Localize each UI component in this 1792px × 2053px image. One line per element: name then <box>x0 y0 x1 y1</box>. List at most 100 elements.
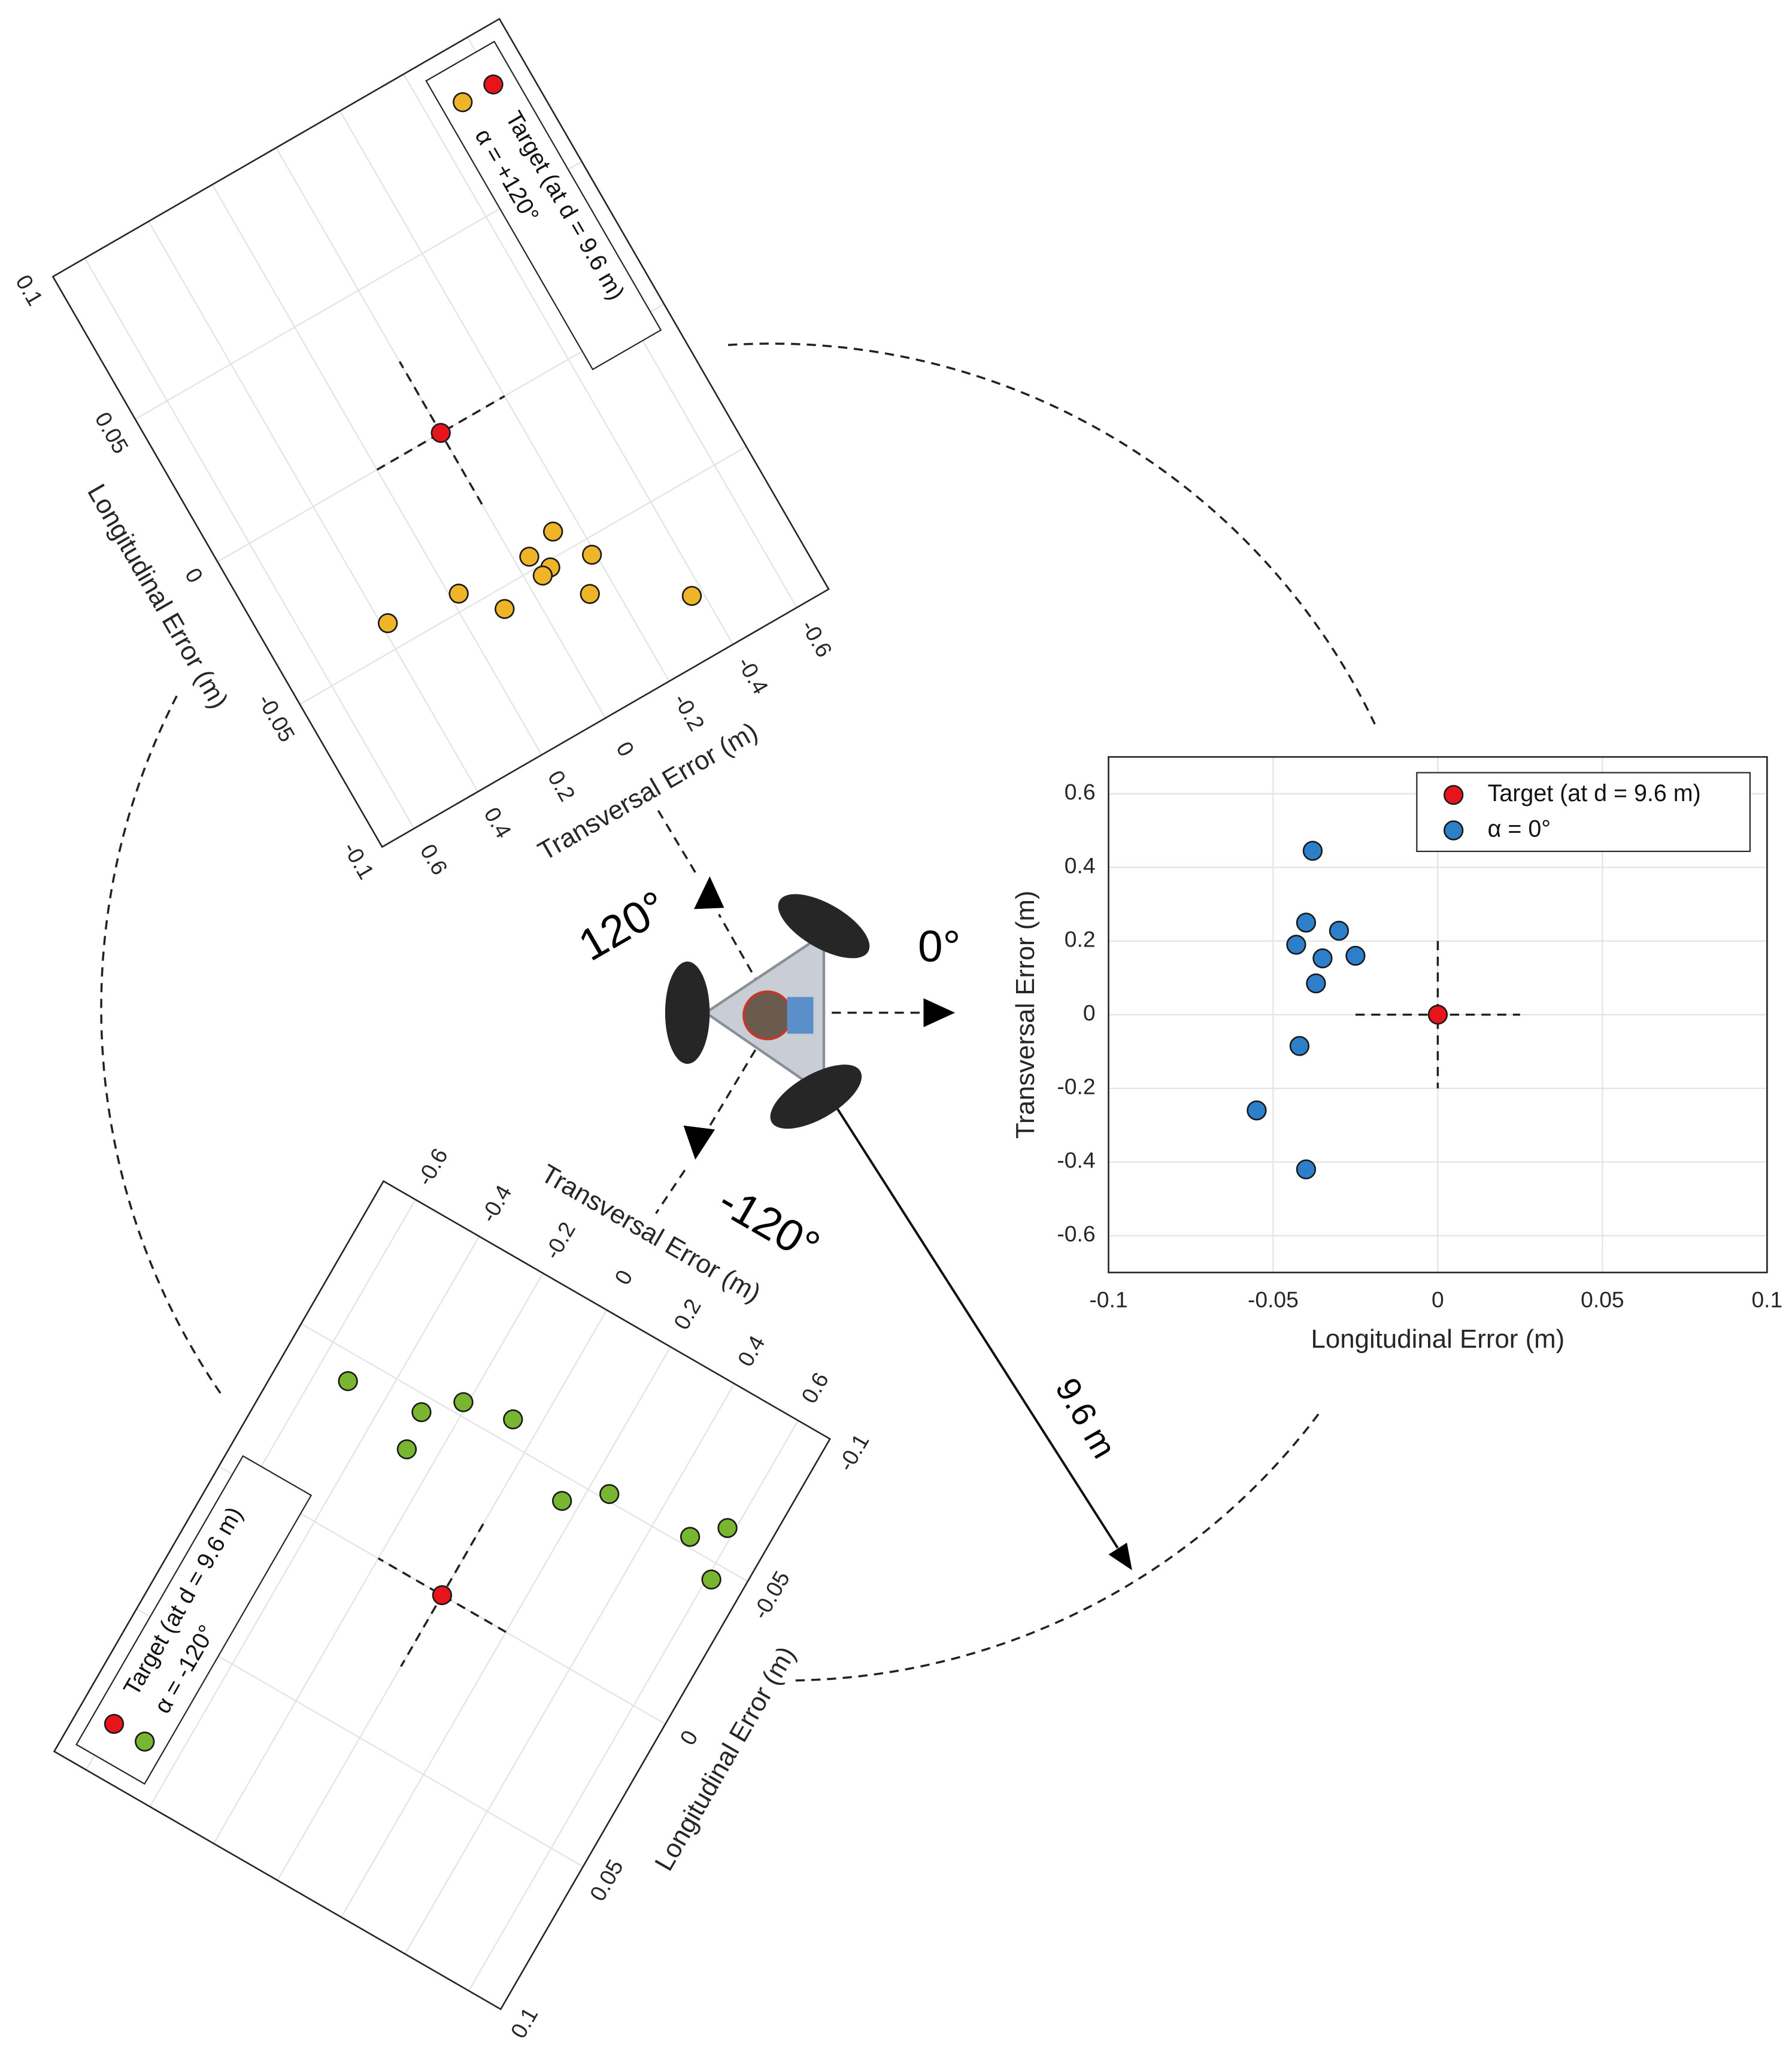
data-point <box>1289 1036 1310 1056</box>
x-tick-label: -0.05 <box>747 1567 795 1624</box>
y-tick-label: 0.4 <box>1065 853 1096 878</box>
axes-box <box>53 1179 832 2010</box>
data-point <box>580 584 600 604</box>
data-point <box>552 1491 572 1511</box>
x-tick-label: 0.05 <box>1581 1287 1624 1312</box>
legend-marker <box>1444 785 1464 805</box>
x-tick-label: 0 <box>180 563 208 587</box>
angle-label: -120° <box>710 1175 827 1272</box>
x-tick-label: -0.1 <box>338 838 379 884</box>
grid-line <box>84 257 415 829</box>
direction-line <box>655 806 696 873</box>
arrowhead <box>694 876 724 909</box>
y-tick-label: -0.6 <box>796 615 837 662</box>
x-tick-label: -0.1 <box>1089 1287 1127 1312</box>
data-point <box>1286 935 1306 955</box>
scatter-chart: -0.1-0.0500.050.1-0.6-0.4-0.200.20.40.6L… <box>11 17 837 884</box>
data-point <box>1247 1100 1267 1121</box>
legend-marker <box>453 92 473 113</box>
range-arc <box>793 1413 1320 1682</box>
y-tick-label: 0.6 <box>1065 780 1096 805</box>
data-point <box>681 586 702 607</box>
data-point <box>1296 1159 1317 1179</box>
direction-line <box>655 1169 686 1214</box>
y-tick-label: -0.6 <box>411 1144 452 1190</box>
data-point <box>430 423 451 443</box>
y-tick-label: 0.4 <box>479 803 516 842</box>
data-point <box>448 583 469 604</box>
data-point <box>1329 920 1350 941</box>
grid-line <box>468 1420 799 1991</box>
legend-marker <box>1444 820 1464 841</box>
y-tick-label: 0.2 <box>669 1294 706 1334</box>
data-point <box>1306 973 1326 994</box>
y-axis-label: Transversal Error (m) <box>1011 890 1040 1139</box>
legend-box <box>1416 772 1751 853</box>
legend-marker <box>104 1714 125 1734</box>
legend-marker <box>135 1731 155 1752</box>
data-point <box>1312 948 1333 969</box>
data-point <box>453 1392 474 1412</box>
legend-marker <box>483 74 504 95</box>
y-tick-label: 0.6 <box>796 1368 833 1408</box>
x-tick-label: -0.1 <box>833 1430 874 1476</box>
data-point <box>432 1585 453 1605</box>
grid-line <box>148 221 479 792</box>
y-tick-label: -0.2 <box>539 1218 580 1264</box>
direction-line <box>707 1036 765 1129</box>
x-tick-label: 0.1 <box>505 2003 542 2042</box>
legend-box <box>425 40 662 371</box>
data-point <box>599 1484 620 1505</box>
data-point <box>680 1527 701 1547</box>
x-tick-label: 0 <box>675 1726 703 1749</box>
data-point <box>543 521 563 542</box>
x-axis-label: Longitudinal Error (m) <box>1311 1324 1565 1354</box>
y-tick-label: -0.6 <box>1057 1221 1095 1247</box>
robot <box>665 894 870 1129</box>
data-point <box>717 1518 738 1538</box>
data-point <box>495 599 515 619</box>
y-tick-label: 0.2 <box>543 766 580 805</box>
y-tick-label: 0 <box>611 737 639 760</box>
axes-box <box>51 17 830 848</box>
data-point <box>701 1569 721 1590</box>
grid-line <box>149 1236 480 1808</box>
y-tick-label: -0.4 <box>1057 1148 1095 1173</box>
x-tick-label: 0.05 <box>584 1855 628 1905</box>
data-point <box>1302 841 1323 861</box>
x-tick-label: 0.1 <box>11 271 48 310</box>
grid-line <box>404 1383 735 1955</box>
distance-line <box>783 1025 1119 1549</box>
data-point <box>396 1439 417 1460</box>
arrowhead <box>1108 1542 1132 1570</box>
data-point <box>503 1409 523 1430</box>
y-tick-label: 0 <box>610 1266 638 1289</box>
y-tick-label: 0 <box>1083 1000 1096 1026</box>
legend-label: α = 0° <box>1488 815 1551 842</box>
range-arc <box>727 342 1376 725</box>
distance-label: 9.6 m <box>1048 1372 1124 1464</box>
data-point <box>1296 912 1317 933</box>
x-tick-label: 0.05 <box>90 408 134 458</box>
range-arc <box>100 695 222 1394</box>
crosshair <box>377 1557 507 1633</box>
y-tick-label: -0.2 <box>669 689 709 735</box>
y-tick-label: -0.2 <box>1057 1074 1095 1099</box>
data-point <box>519 547 539 567</box>
y-tick-label: 0.4 <box>732 1331 769 1370</box>
data-point <box>378 613 398 633</box>
y-tick-label: 0.2 <box>1065 927 1096 952</box>
x-tick-label: 0.1 <box>1751 1287 1782 1312</box>
data-point <box>1345 945 1366 966</box>
x-tick-label: -0.05 <box>1248 1287 1299 1312</box>
angle-label: 120° <box>571 881 675 971</box>
data-point <box>411 1402 432 1423</box>
legend-box <box>75 1455 313 1785</box>
grid-line <box>403 74 734 645</box>
data-point <box>1427 1005 1448 1025</box>
y-tick-label: 0.6 <box>416 839 453 879</box>
y-tick-label: -0.4 <box>732 653 773 699</box>
legend: Target (at d = 9.6 m) α = 0° <box>1416 772 1751 853</box>
